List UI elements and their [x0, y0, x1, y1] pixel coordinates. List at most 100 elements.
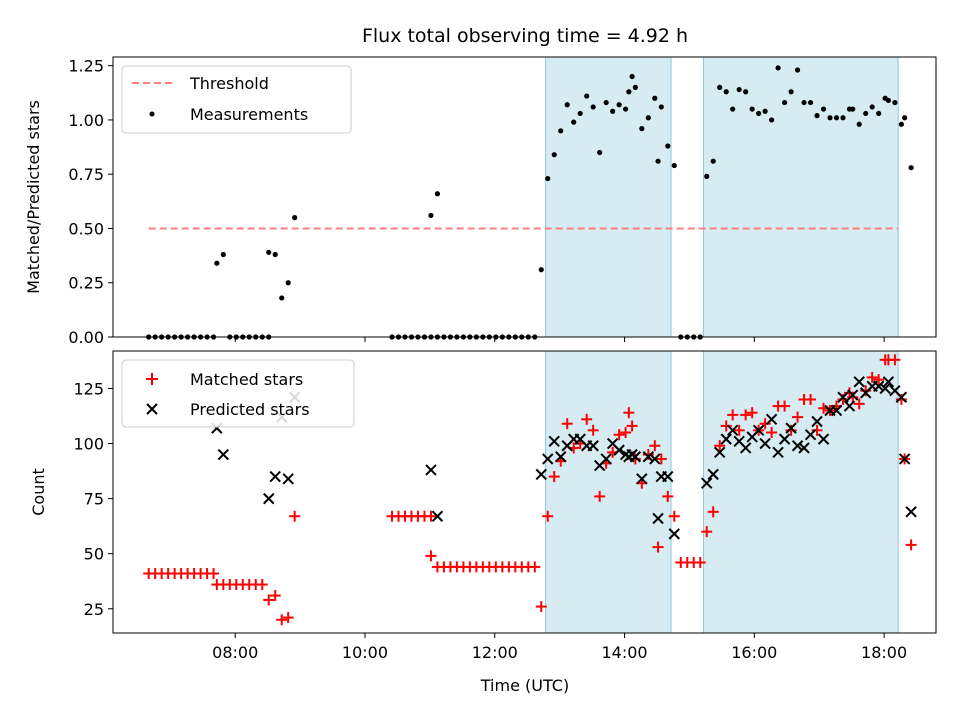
legend-predicted-label: Predicted stars [190, 400, 310, 419]
matched-star-point [649, 440, 661, 452]
measurement-point [850, 106, 856, 112]
top-plot-frame [112, 56, 937, 338]
predicted-star-point [785, 422, 797, 434]
predicted-star-point [662, 470, 674, 483]
measurement-point [626, 89, 632, 95]
matched-star-point [642, 449, 654, 461]
measurement-point [827, 115, 833, 121]
predicted-star-point [542, 453, 554, 465]
bottom-y-axis-label: Count [29, 468, 48, 516]
measurement-point [781, 99, 788, 106]
measurement-point [584, 93, 590, 99]
matched-star-point [425, 510, 437, 522]
predicted-star-point [713, 446, 726, 459]
matched-star-point [837, 393, 849, 405]
matched-star-point [620, 427, 632, 439]
predicted-star-point [778, 433, 791, 445]
predicted-star-point [847, 389, 859, 401]
measurement-point [603, 99, 609, 106]
measurement-point [814, 113, 820, 119]
matched-star-point [853, 398, 865, 410]
x-tick-label: 18:00 [861, 643, 907, 662]
figure-title: Flux total observing time = 4.92 h [362, 25, 688, 47]
measurement-point [571, 119, 577, 125]
matched-star-point [668, 510, 680, 522]
measurement-point [597, 149, 603, 156]
predicted-star-point [701, 477, 713, 489]
predicted-star-point [269, 470, 281, 483]
measurement-point [632, 84, 638, 90]
predicted-star-point [804, 429, 817, 441]
measurement-point [788, 89, 794, 95]
predicted-star-point [652, 512, 664, 525]
predicted-star-point [772, 446, 784, 459]
y-tick-label: 75 [84, 490, 104, 509]
measurement-point [730, 106, 736, 112]
predicted-star-point [872, 380, 885, 392]
top-x-axis-ticks [234, 337, 885, 342]
y-tick-label: 1.00 [68, 111, 104, 130]
measurement-point [704, 173, 710, 179]
matched-star-point [535, 601, 547, 613]
matched-star-point [256, 579, 268, 591]
measurement-point [538, 267, 544, 273]
y-tick-label: 0.25 [68, 274, 104, 293]
bottom-legend-box [121, 359, 355, 428]
matched-star-point [873, 374, 885, 386]
observing-window [545, 56, 672, 338]
x-tick-label: 14:00 [601, 643, 647, 662]
measurement-point [671, 162, 677, 169]
matched-star-point [561, 418, 573, 430]
predicted-star-point [425, 464, 437, 476]
measurement-point [577, 110, 583, 117]
bottom-x-axis-ticks: 08:00 10:00 12:00 14:00 16:00 18:00 [212, 633, 907, 662]
bottom-y-axis-ticks: 25 50 75 100 125 [73, 379, 113, 619]
y-tick-label: 1.25 [68, 57, 104, 76]
measurement-point [820, 106, 827, 112]
predicted-star-point [817, 433, 830, 445]
measurement-point [629, 73, 635, 80]
x-tick-label: 10:00 [342, 643, 388, 662]
matched-star-point [263, 594, 275, 606]
measurement-point [564, 102, 570, 108]
y-tick-label: 0.00 [68, 328, 104, 347]
matched-star-point [548, 471, 560, 483]
predicted-star-point [843, 400, 856, 412]
matched-star-point [594, 490, 606, 502]
x-axis-label: Time (UTC) [480, 676, 569, 695]
y-tick-label: 0.75 [68, 165, 104, 184]
matched-star-point [289, 510, 301, 522]
predicted-star-point [555, 451, 567, 463]
measurement-point [434, 191, 441, 197]
matched-star-point [662, 490, 674, 502]
predicted-star-point [752, 424, 765, 437]
predicted-star-point [431, 510, 444, 522]
matched-star-point [746, 407, 758, 419]
y-tick-label: 125 [73, 379, 104, 398]
matched-star-point [276, 614, 288, 626]
predicted-star-point [791, 440, 804, 452]
predicted-star-point [600, 453, 612, 465]
measurement-point [551, 152, 557, 158]
matched-star-point [866, 371, 878, 383]
matched-star-point [792, 411, 804, 423]
observing-windows-top [545, 56, 899, 338]
matched-star-point [727, 409, 739, 421]
measurement-point [869, 104, 875, 110]
matched-star-point [785, 424, 797, 436]
measurement-point [863, 110, 869, 117]
y-tick-label: 50 [84, 545, 104, 564]
matched-star-point [655, 453, 667, 465]
measurement-point [749, 106, 755, 112]
predicted-star-point [642, 451, 655, 463]
measurement-point [885, 97, 892, 104]
predicted-star-point [707, 468, 719, 481]
measurement-point [807, 99, 814, 106]
matched-star-point [613, 429, 625, 441]
measurement-point [756, 110, 762, 117]
predicted-star-point [879, 382, 891, 395]
ratio-panel: 0.00 0.25 0.50 0.75 1.00 1.25 Matched/Predict… [24, 56, 937, 347]
top-y-axis-ticks: 0.00 0.25 0.50 0.75 1.00 1.25 [68, 57, 113, 347]
observing-window [702, 56, 899, 338]
legend-threshold-label: Threshold [189, 74, 269, 93]
